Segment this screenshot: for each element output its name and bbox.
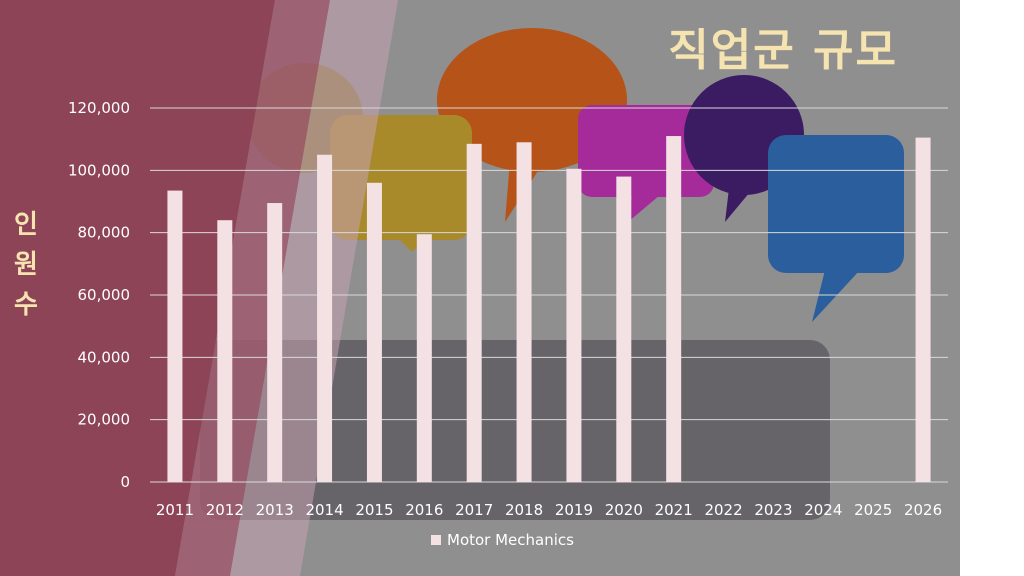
x-tick-label: 2026	[904, 501, 942, 519]
x-tick-labels: 2011 2012 2013 2014 2015 2016 2017 2018 2019 2020…	[156, 501, 942, 519]
bar	[366, 182, 382, 483]
y-tick-label: 20,000	[78, 411, 131, 429]
x-tick-label: 2011	[156, 501, 194, 519]
grid-lines	[150, 107, 948, 483]
x-tick-label: 2019	[555, 501, 593, 519]
y-tick-labels: 0 20,000 40,000 60,000 80,000 100,000 120,000	[68, 99, 130, 491]
background-decor	[0, 0, 904, 576]
bar	[616, 176, 632, 483]
speech-bubble-magenta-tail	[628, 195, 660, 222]
chart-title: 직업군 규모	[668, 25, 898, 76]
bar	[915, 137, 931, 482]
speech-bubble-indigo-tail	[725, 180, 760, 222]
x-tick-label: 2025	[854, 501, 892, 519]
bar	[217, 220, 233, 482]
x-tick-label: 2023	[754, 501, 792, 519]
legend-label: Motor Mechanics	[447, 531, 574, 549]
x-tick-label: 2014	[305, 501, 343, 519]
x-tick-label: 2018	[505, 501, 543, 519]
bar	[167, 190, 183, 482]
x-tick-label: 2013	[256, 501, 294, 519]
left-accent-panel	[0, 0, 275, 576]
x-tick-label: 2020	[605, 501, 643, 519]
y-axis-label-char: 인	[14, 210, 38, 240]
x-tick-label: 2024	[804, 501, 842, 519]
y-tick-label: 100,000	[68, 161, 130, 179]
y-axis-label-char: 수	[14, 290, 38, 320]
y-tick-label: 40,000	[78, 348, 131, 366]
y-tick-label: 0	[120, 473, 130, 491]
y-tick-label: 60,000	[78, 286, 131, 304]
speech-bubble-blue-tail	[812, 270, 860, 322]
bar	[566, 168, 582, 482]
x-tick-label: 2016	[405, 501, 443, 519]
y-tick-label: 120,000	[68, 99, 130, 117]
bar	[416, 234, 432, 482]
bar	[466, 143, 482, 482]
speech-bubble-blue	[768, 135, 904, 273]
bar	[267, 203, 283, 482]
y-axis-label-char: 원	[14, 250, 38, 280]
y-tick-label: 80,000	[78, 224, 131, 242]
bar	[666, 136, 682, 483]
legend: Motor Mechanics	[431, 531, 574, 549]
bar	[516, 142, 532, 483]
left-accent-stripe	[175, 0, 330, 576]
x-tick-label: 2015	[355, 501, 393, 519]
legend-swatch	[431, 535, 441, 545]
bar	[317, 154, 333, 482]
x-tick-label: 2021	[655, 501, 693, 519]
x-tick-label: 2017	[455, 501, 493, 519]
chart-svg: 020,00040,00060,00080,000100,000120,000 …	[0, 0, 948, 576]
chart-stage: 0 20,000 40,000 60,000 80,000 100,000 120,000 …	[0, 0, 960, 576]
x-tick-label: 2022	[704, 501, 742, 519]
bars	[167, 136, 931, 483]
x-tick-label: 2012	[206, 501, 244, 519]
